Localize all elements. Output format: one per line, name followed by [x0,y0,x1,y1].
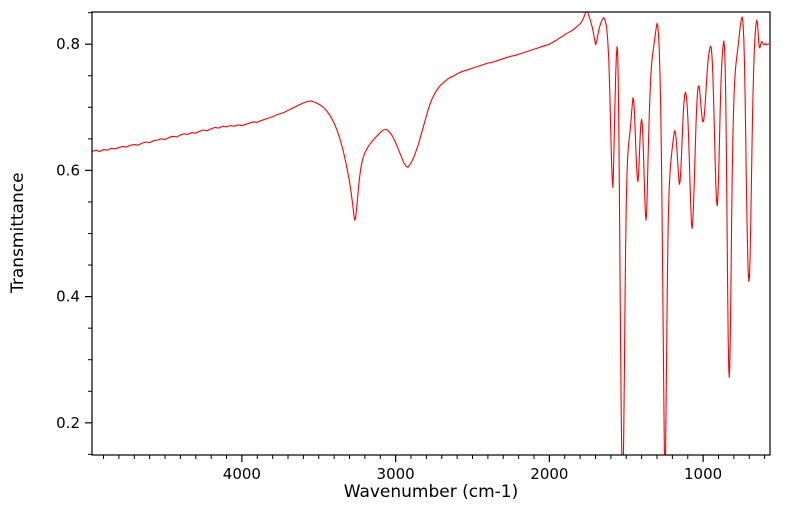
spectrum-line [92,12,770,455]
x-tick-label: 3000 [377,465,415,483]
plot-frame [91,11,771,456]
y-tick-label: 0.8 [56,35,80,53]
minor-ticks [88,12,766,459]
y-tick-label: 0.4 [56,288,80,306]
x-tick-label: 1000 [684,465,722,483]
major-ticks [85,43,704,462]
y-tick-label: 0.6 [56,161,80,179]
y-axis-label: Transmittance [8,172,28,293]
x-axis-label: Wavenumber (cm-1) [343,482,519,502]
y-tick-label: 0.2 [56,414,80,432]
x-tick-label: 4000 [223,465,261,483]
tick-labels: 4000 3000 2000 1000 0.2 0.4 0.6 0.8 [56,35,722,483]
x-tick-label: 2000 [530,465,568,483]
